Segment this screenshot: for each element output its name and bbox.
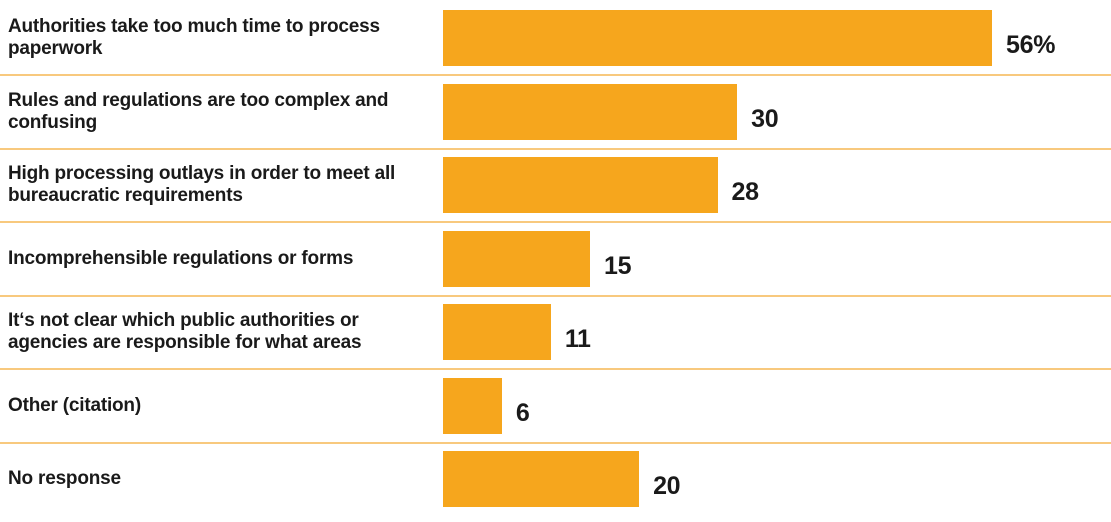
bar (443, 304, 551, 360)
bar (443, 377, 502, 434)
category-label: High processing outlays in order to meet… (8, 163, 396, 206)
category-label: No response (8, 468, 121, 489)
bar (443, 451, 640, 507)
category-label: Rules and regulations are too complex an… (8, 89, 389, 133)
value-label: 30 (751, 104, 779, 133)
value-label: 28 (731, 178, 760, 206)
row-divider (0, 368, 1111, 370)
row-divider (0, 147, 1111, 150)
value-label: 56% (1006, 31, 1056, 59)
row-divider (0, 221, 1111, 223)
row-divider (0, 74, 1111, 76)
category-label: Authorities take too much time to proces… (8, 16, 380, 59)
value-label: 6 (515, 398, 530, 427)
category-label: Other (citation) (8, 394, 141, 416)
row-divider (0, 441, 1111, 444)
bar (443, 10, 992, 66)
category-label: It‘s not clear which public authorities … (8, 310, 362, 353)
value-label: 20 (653, 472, 681, 500)
value-label: 11 (564, 325, 591, 353)
category-label: Incomprehensible regulations or forms (8, 247, 354, 269)
bar (443, 230, 591, 287)
bar (443, 157, 718, 213)
row-divider (0, 294, 1111, 297)
bar (443, 83, 738, 140)
value-label: 15 (604, 251, 632, 280)
